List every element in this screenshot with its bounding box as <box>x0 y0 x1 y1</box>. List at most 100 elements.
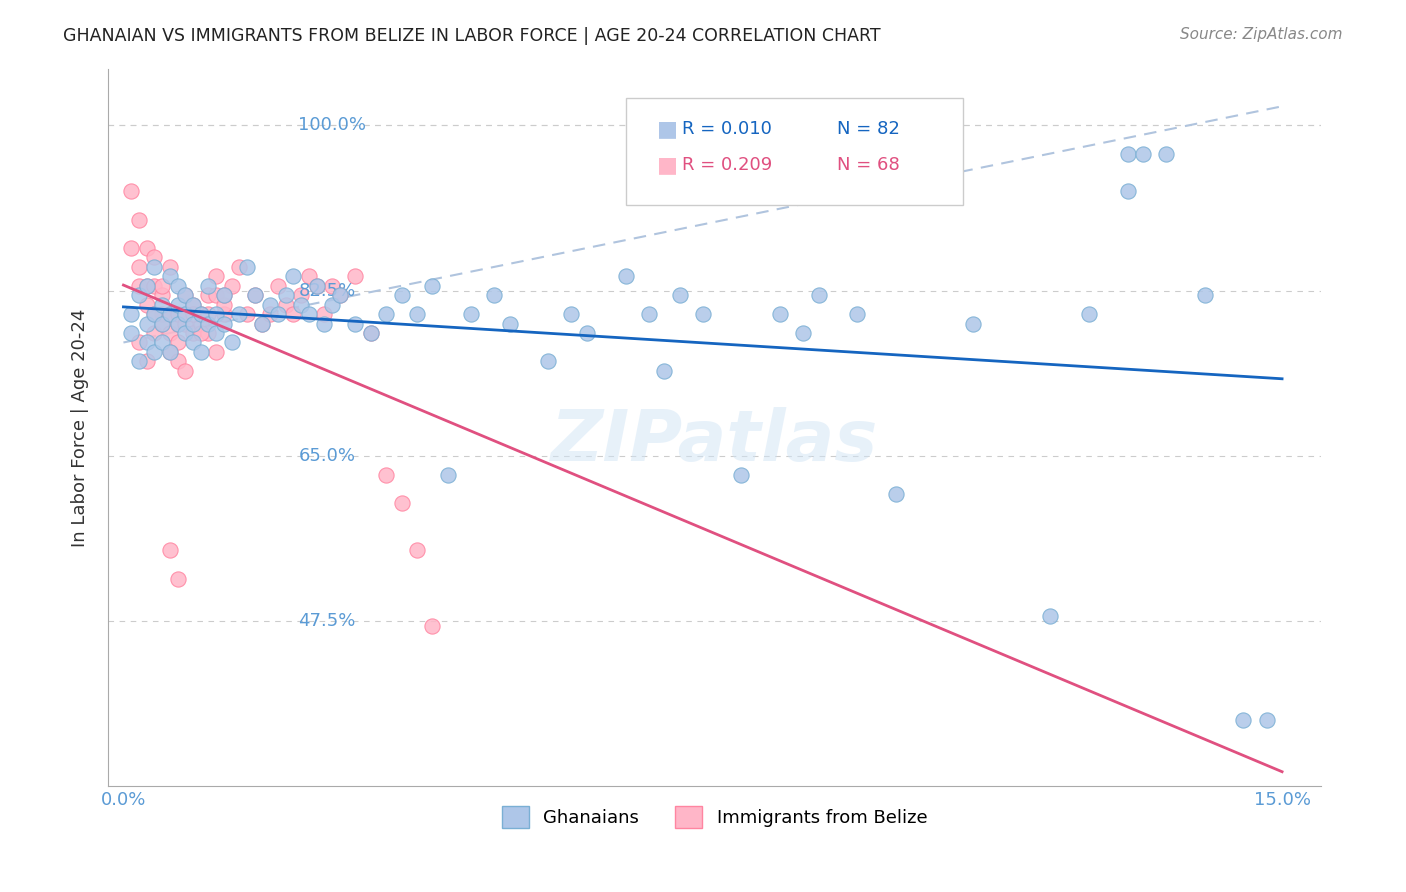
Immigrants from Belize <box>212 307 235 321</box>
Immigrants from Belize <box>197 288 219 302</box>
Ghanaians <box>181 335 204 350</box>
Immigrants from Belize <box>128 212 150 227</box>
Text: GHANAIAN VS IMMIGRANTS FROM BELIZE IN LABOR FORCE | AGE 20-24 CORRELATION CHART: GHANAIAN VS IMMIGRANTS FROM BELIZE IN LA… <box>63 27 882 45</box>
Ghanaians <box>252 317 274 331</box>
Ghanaians <box>166 317 188 331</box>
Immigrants from Belize <box>298 269 321 284</box>
Immigrants from Belize <box>120 241 142 255</box>
Ghanaians <box>159 307 181 321</box>
Ghanaians <box>166 298 188 312</box>
Ghanaians <box>228 307 250 321</box>
Immigrants from Belize <box>135 241 157 255</box>
Immigrants from Belize <box>205 345 228 359</box>
Text: ■: ■ <box>657 120 678 139</box>
Immigrants from Belize <box>166 335 188 350</box>
Immigrants from Belize <box>135 354 157 368</box>
Immigrants from Belize <box>128 260 150 274</box>
Immigrants from Belize <box>174 364 197 378</box>
Immigrants from Belize <box>159 260 181 274</box>
Ghanaians <box>437 467 460 482</box>
Ghanaians <box>190 345 212 359</box>
Immigrants from Belize <box>174 317 197 331</box>
Ghanaians <box>769 307 792 321</box>
Immigrants from Belize <box>190 326 212 340</box>
Immigrants from Belize <box>391 496 413 510</box>
Immigrants from Belize <box>181 307 204 321</box>
Ghanaians <box>884 486 907 500</box>
Ghanaians <box>143 345 166 359</box>
Immigrants from Belize <box>252 317 274 331</box>
Immigrants from Belize <box>236 307 259 321</box>
Immigrants from Belize <box>128 278 150 293</box>
Immigrants from Belize <box>267 278 290 293</box>
Immigrants from Belize <box>150 307 173 321</box>
Text: ZIPatlas: ZIPatlas <box>551 408 877 476</box>
Immigrants from Belize <box>166 354 188 368</box>
Ghanaians <box>344 317 367 331</box>
Ghanaians <box>329 288 352 302</box>
Ghanaians <box>135 278 157 293</box>
Immigrants from Belize <box>190 317 212 331</box>
Immigrants from Belize <box>221 278 243 293</box>
Ghanaians <box>205 326 228 340</box>
Immigrants from Belize <box>150 317 173 331</box>
Ghanaians <box>1132 146 1154 161</box>
Immigrants from Belize <box>205 269 228 284</box>
Ghanaians <box>150 298 173 312</box>
Ghanaians <box>637 307 659 321</box>
Ghanaians <box>274 288 297 302</box>
Immigrants from Belize <box>150 288 173 302</box>
Ghanaians <box>314 317 336 331</box>
Immigrants from Belize <box>243 288 266 302</box>
Ghanaians <box>128 288 150 302</box>
Ghanaians <box>205 307 228 321</box>
Ghanaians <box>406 307 429 321</box>
Text: Source: ZipAtlas.com: Source: ZipAtlas.com <box>1180 27 1343 42</box>
Immigrants from Belize <box>181 326 204 340</box>
Ghanaians <box>159 345 181 359</box>
Y-axis label: In Labor Force | Age 20-24: In Labor Force | Age 20-24 <box>72 309 89 547</box>
Ghanaians <box>236 260 259 274</box>
Immigrants from Belize <box>166 307 188 321</box>
Ghanaians <box>190 307 212 321</box>
Immigrants from Belize <box>212 288 235 302</box>
Immigrants from Belize <box>120 184 142 198</box>
Ghanaians <box>668 288 690 302</box>
Ghanaians <box>1116 146 1139 161</box>
Ghanaians <box>375 307 398 321</box>
Immigrants from Belize <box>159 345 181 359</box>
Immigrants from Belize <box>212 298 235 312</box>
Immigrants from Belize <box>259 307 281 321</box>
Ghanaians <box>166 278 188 293</box>
Ghanaians <box>174 307 197 321</box>
Ghanaians <box>391 288 413 302</box>
Ghanaians <box>305 278 328 293</box>
Ghanaians <box>1232 714 1254 728</box>
Immigrants from Belize <box>143 307 166 321</box>
Immigrants from Belize <box>128 335 150 350</box>
Immigrants from Belize <box>190 307 212 321</box>
Text: N = 68: N = 68 <box>837 156 900 174</box>
Immigrants from Belize <box>174 288 197 302</box>
Immigrants from Belize <box>174 307 197 321</box>
Ghanaians <box>283 269 305 284</box>
Text: 65.0%: 65.0% <box>298 447 356 465</box>
Ghanaians <box>422 278 444 293</box>
Immigrants from Belize <box>166 317 188 331</box>
Ghanaians <box>197 317 219 331</box>
Immigrants from Belize <box>375 467 398 482</box>
Immigrants from Belize <box>422 619 444 633</box>
Ghanaians <box>692 307 714 321</box>
Ghanaians <box>460 307 482 321</box>
Ghanaians <box>197 278 219 293</box>
Ghanaians <box>267 307 290 321</box>
Immigrants from Belize <box>197 307 219 321</box>
Immigrants from Belize <box>135 298 157 312</box>
Immigrants from Belize <box>290 288 312 302</box>
Ghanaians <box>143 307 166 321</box>
Immigrants from Belize <box>314 307 336 321</box>
Ghanaians <box>150 335 173 350</box>
Ghanaians <box>321 298 343 312</box>
Ghanaians <box>135 335 157 350</box>
Immigrants from Belize <box>159 326 181 340</box>
